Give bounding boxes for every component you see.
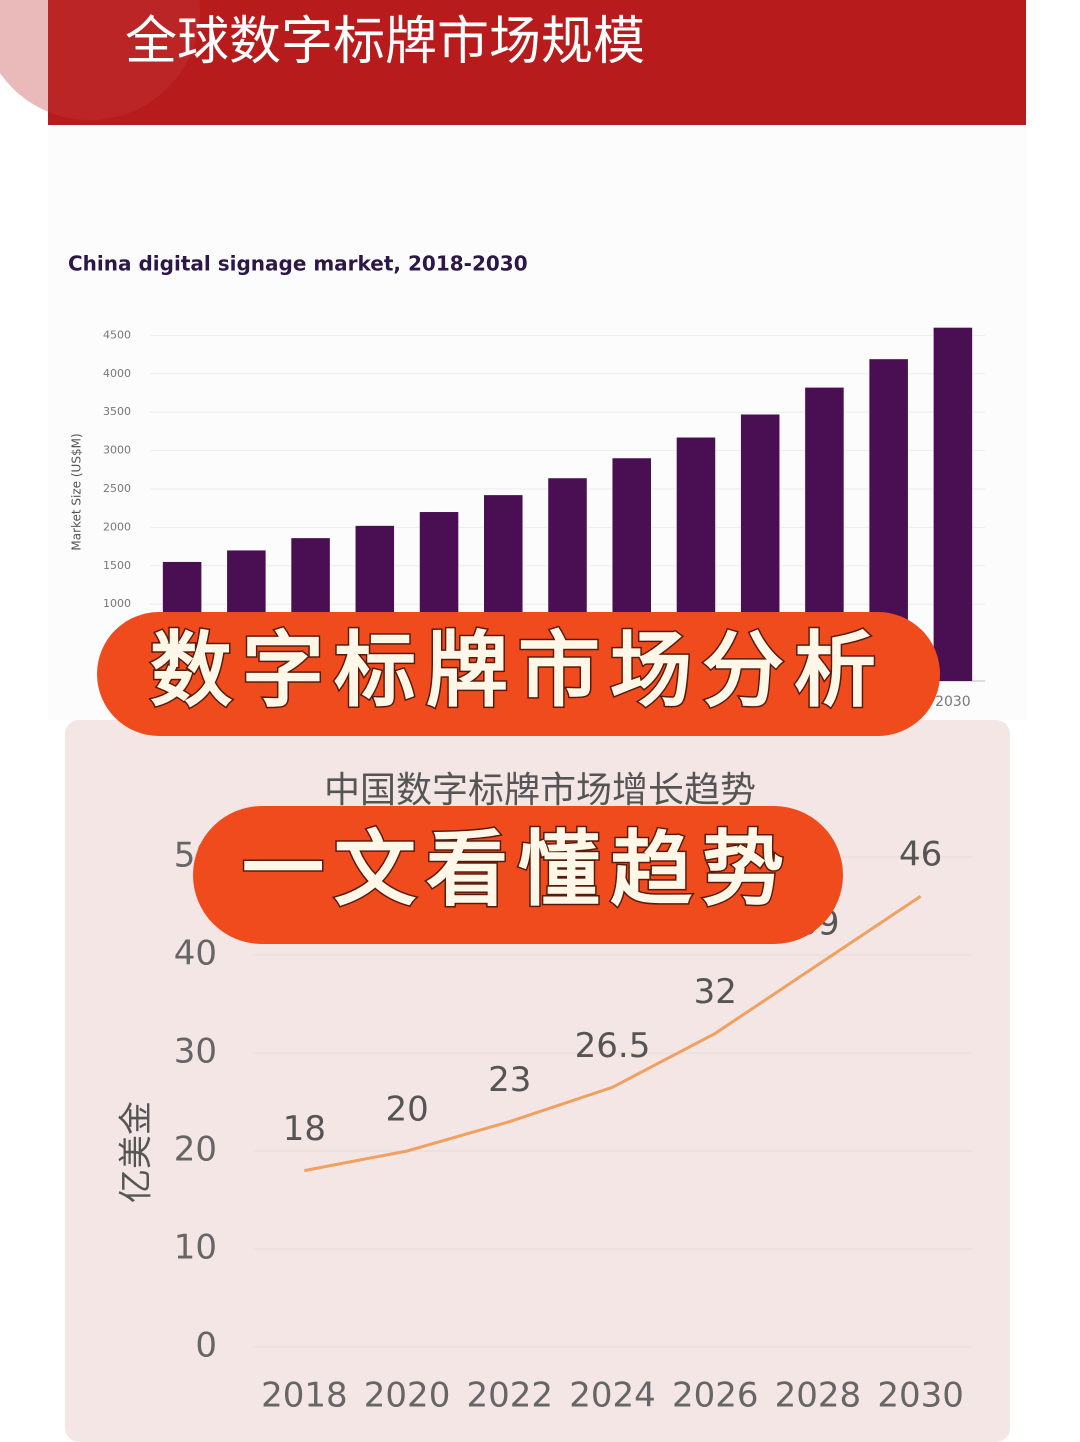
header-decor — [0, 0, 200, 120]
y-tick-label: 4500 — [103, 328, 131, 341]
chart-title: 中国数字标牌市场增长趋势 — [324, 770, 756, 811]
value-label: 26.5 — [575, 1026, 651, 1066]
y-tick-label: 1000 — [103, 597, 131, 610]
caption-line: 数字标牌市场分析 — [150, 623, 886, 718]
x-tick-label: 2020 — [364, 1376, 451, 1416]
y-tick-label: 10 — [174, 1228, 217, 1268]
value-label: 32 — [694, 972, 737, 1012]
value-label: 46 — [899, 835, 942, 875]
y-tick-label: 4000 — [103, 367, 131, 380]
x-tick-label: 2030 — [877, 1376, 964, 1416]
y-tick-label: 2500 — [103, 482, 131, 495]
header-band — [48, 0, 1026, 125]
x-tick-label: 2026 — [672, 1376, 759, 1416]
x-tick-label: 2024 — [569, 1376, 656, 1416]
y-tick-label: 3500 — [103, 405, 131, 418]
bar — [933, 327, 973, 681]
x-tick-label: 2022 — [467, 1376, 554, 1416]
y-axis-label: Market Size (US$M) — [70, 433, 84, 550]
y-tick-label: 30 — [174, 1032, 217, 1072]
caption-pill — [193, 806, 843, 944]
y-axis-label: 亿美金 — [117, 1101, 157, 1203]
line — [304, 894, 922, 1173]
x-tick-label: 2018 — [261, 1376, 348, 1416]
y-tick-label: 40 — [174, 934, 217, 974]
x-tick-label: 2030 — [935, 694, 971, 710]
value-label: 20 — [385, 1090, 428, 1130]
caption-line: 一文看懂趋势 — [242, 822, 794, 917]
y-tick-label: 0 — [195, 1326, 217, 1366]
y-tick-label: 20 — [174, 1130, 217, 1170]
y-tick-label: 3000 — [103, 444, 131, 457]
chart-title: China digital signage market, 2018-2030 — [68, 252, 528, 276]
x-tick-label: 2028 — [775, 1376, 862, 1416]
overlay: 数字标牌市场分析 一文看懂趋势 — [97, 612, 940, 944]
y-tick-label: 2000 — [103, 520, 131, 533]
caption-pill — [97, 612, 940, 736]
value-label: 23 — [488, 1060, 531, 1100]
charts: China digital signage market, 2018-2030 M… — [68, 252, 985, 1416]
header-title: 全球数字标牌市场规模 — [125, 12, 645, 72]
value-label: 18 — [283, 1109, 326, 1149]
y-tick-label: 1500 — [103, 559, 131, 572]
